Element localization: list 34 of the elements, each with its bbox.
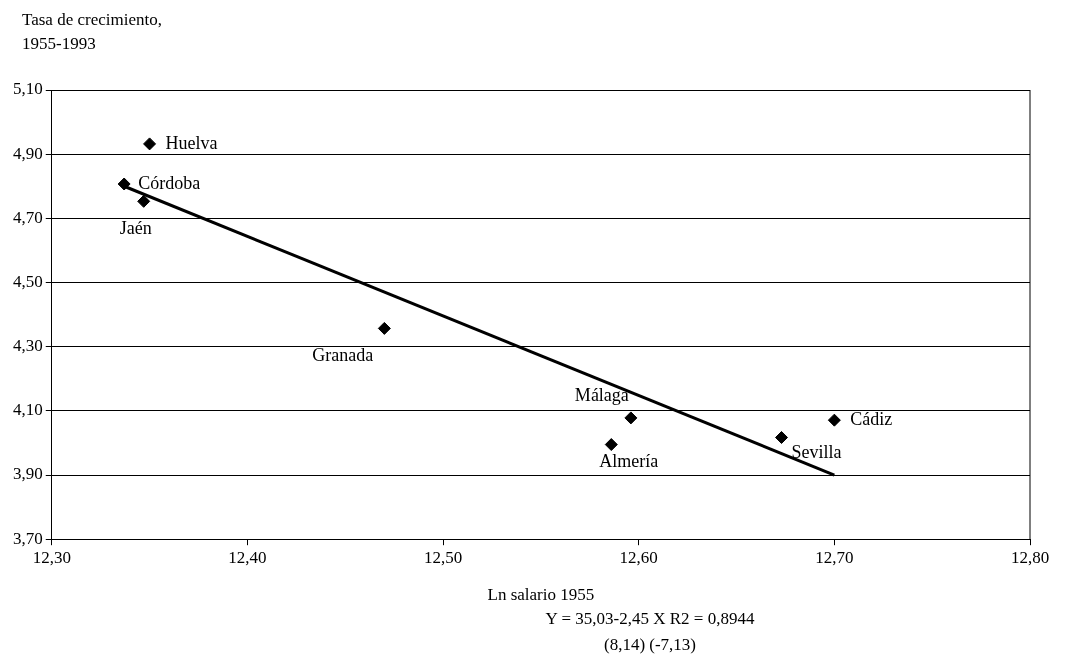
annotation: Jaén bbox=[119, 218, 152, 239]
y-axis-title: Tasa de crecimiento, 1955-1993 bbox=[22, 9, 162, 55]
annotation: Sevilla bbox=[791, 442, 842, 463]
point bbox=[137, 194, 151, 208]
annotation: Cádiz bbox=[850, 408, 893, 429]
text: Y = 35,03-2,45 X R2 = 0,8944 bbox=[544, 608, 756, 630]
annotation: Almería bbox=[599, 451, 659, 472]
annotation: Málaga bbox=[574, 384, 629, 405]
y-tick-label: 4,10 bbox=[13, 400, 43, 420]
point bbox=[775, 430, 789, 444]
point bbox=[143, 137, 157, 151]
y-tick-label: 4,30 bbox=[13, 336, 43, 356]
y-tick-label: 5,10 bbox=[13, 79, 43, 99]
y-tick-label: 3,70 bbox=[13, 528, 43, 548]
point bbox=[117, 177, 131, 191]
y-tick-label: 4,70 bbox=[13, 207, 43, 227]
point bbox=[377, 321, 391, 335]
y-tick-label: 4,50 bbox=[13, 271, 43, 291]
x-axis-title: Ln salario 1955 bbox=[487, 585, 595, 605]
point bbox=[624, 411, 638, 425]
x-tick-label: 12,30 bbox=[32, 547, 71, 567]
y-tick-label: 4,90 bbox=[13, 143, 43, 163]
point bbox=[827, 413, 841, 427]
y-tick-label: 3,90 bbox=[13, 464, 43, 484]
annotation: Granada bbox=[312, 345, 374, 366]
text: (8,14) (-7,13) bbox=[602, 634, 698, 656]
point bbox=[604, 438, 618, 452]
x-tick-label: 12,70 bbox=[815, 547, 854, 567]
annotation: Córdoba bbox=[138, 172, 201, 193]
x-tick-label: 12,80 bbox=[1010, 547, 1050, 567]
annotation: Huelva bbox=[165, 132, 218, 153]
x-tick-label: 12,40 bbox=[228, 547, 267, 567]
x-tick-label: 12,50 bbox=[423, 547, 463, 567]
x-tick-label: 12,60 bbox=[619, 547, 658, 567]
